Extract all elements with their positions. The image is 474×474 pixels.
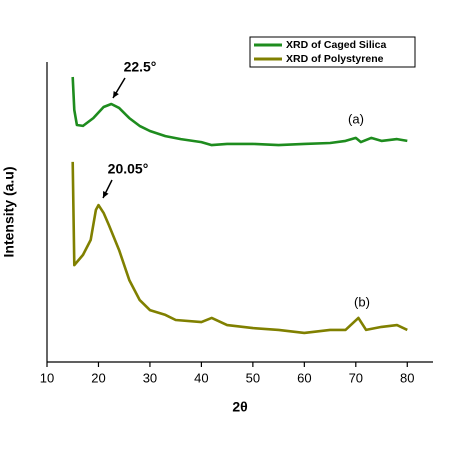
annotation: 20.05° [108, 161, 149, 177]
series-line [71, 161, 408, 335]
x-tick-label: 10 [40, 370, 54, 385]
series-line [71, 76, 408, 147]
legend-box [249, 36, 416, 68]
x-tick-label: 40 [194, 370, 208, 385]
x-axis-title: 2θ [232, 399, 247, 415]
x-tick-label: 80 [400, 370, 414, 385]
annotation-arrowhead [113, 91, 119, 98]
annotation: (a) [348, 111, 364, 126]
annotation-arrowhead [103, 191, 109, 198]
legend-label: XRD of Caged Silica [286, 39, 387, 51]
legend-label: XRD of Polystyrene [286, 53, 384, 65]
annotation: (b) [354, 294, 370, 309]
x-tick-label: 20 [91, 370, 105, 385]
x-tick-label: 30 [143, 370, 157, 385]
x-tick-label: 60 [297, 370, 311, 385]
x-tick-label: 70 [349, 370, 363, 385]
y-axis-title: Intensity (a.u) [1, 166, 17, 257]
annotation: 22.5° [124, 59, 157, 75]
x-tick-label: 50 [246, 370, 260, 385]
